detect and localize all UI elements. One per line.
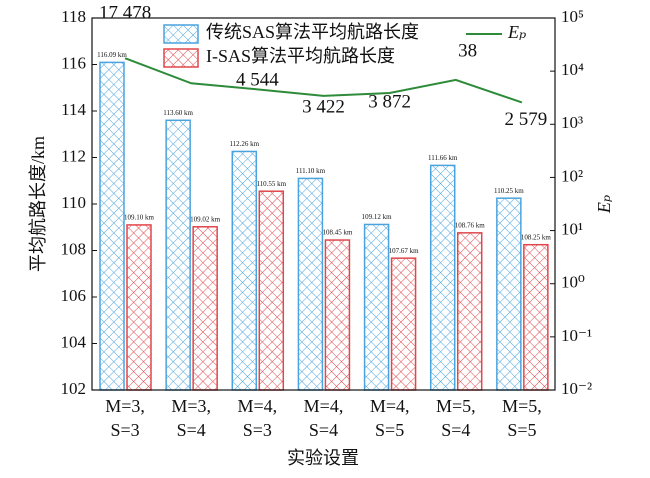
bar <box>523 243 549 391</box>
x-tick-label: S=4 <box>177 420 206 440</box>
bar-value-label: 116.09 km <box>97 51 127 59</box>
bar-value-label: 110.55 km <box>256 180 286 188</box>
bar <box>456 232 483 391</box>
x-tick-label: M=3, <box>171 396 211 416</box>
bar <box>429 164 456 391</box>
bar <box>192 226 218 391</box>
line-value-label: 2 579 <box>505 109 548 130</box>
line <box>124 57 523 104</box>
y-tick-label: 116 <box>61 53 86 72</box>
bar-value-label: 109.10 km <box>124 214 155 222</box>
y-tick-label: 102 <box>61 379 87 398</box>
x-tick-label: M=4, <box>238 396 278 416</box>
line-value-label: 3 872 <box>368 91 411 112</box>
bar-value-label: 109.12 km <box>362 213 393 221</box>
line-value-label: 17 478 <box>99 3 151 24</box>
x-tick-label: S=4 <box>441 420 470 440</box>
y-axis-label: 平均航路长度/km <box>28 136 48 272</box>
x-axis-label: 实验设置 <box>287 448 359 468</box>
x-tick-label: S=4 <box>309 420 338 440</box>
y2-tick-label: 10⁵ <box>561 7 584 26</box>
plot-frame <box>91 17 556 391</box>
bar-value-label: 108.45 km <box>322 229 353 237</box>
bar-value-label: 108.25 km <box>521 233 552 241</box>
bar <box>126 224 152 391</box>
bar <box>165 119 191 391</box>
y2-tick-label: 10⁻¹ <box>561 326 592 345</box>
bar <box>258 190 285 391</box>
y-tick-label: 110 <box>61 193 86 212</box>
y2-tick-label: 10¹ <box>561 219 583 238</box>
x-tick-label: M=5, <box>502 396 542 416</box>
bar-value-label: 111.10 km <box>296 167 326 175</box>
bar <box>324 239 351 391</box>
bar-value-label: 113.60 km <box>163 109 193 117</box>
y-tick-label: 118 <box>61 7 86 26</box>
line-value-label: 3 422 <box>302 96 345 117</box>
x-tick-label: S=5 <box>375 420 404 440</box>
bar-value-label: 108.76 km <box>455 221 486 229</box>
bar-value-label: 109.02 km <box>190 215 221 223</box>
x-tick-label: M=3, <box>105 396 145 416</box>
x-tick-label: S=3 <box>110 420 139 440</box>
bar <box>297 177 324 391</box>
y-tick-label: 104 <box>61 332 87 351</box>
y-tick-label: 106 <box>61 286 87 305</box>
x-tick-label: S=5 <box>507 420 536 440</box>
line-value-label: 4 544 <box>236 70 279 91</box>
bar <box>496 197 522 391</box>
bar <box>231 150 258 391</box>
bar <box>363 223 390 391</box>
bar <box>99 61 125 391</box>
y2-tick-label: 10⁰ <box>561 273 585 292</box>
legend-label: 传统SAS算法平均航路长度 <box>206 22 419 42</box>
bar-value-label: 110.25 km <box>494 187 524 195</box>
legend-swatch <box>163 24 199 44</box>
bar-value-label: 111.66 km <box>428 154 458 162</box>
x-tick-label: M=4, <box>304 396 344 416</box>
y2-tick-label: 10³ <box>561 113 583 132</box>
x-tick-label: M=4, <box>370 396 410 416</box>
legend-label: I-SAS算法平均航路长度 <box>206 46 395 66</box>
x-tick-label: M=5, <box>436 396 476 416</box>
y-tick-label: 114 <box>61 100 86 119</box>
legend-box <box>158 21 458 69</box>
y2-tick-label: 10⁴ <box>561 60 584 79</box>
x-tick-label: S=3 <box>243 420 272 440</box>
y-tick-label: 108 <box>61 239 87 258</box>
y2-tick-label: 10⁻² <box>561 379 592 398</box>
legend-swatch <box>163 48 199 68</box>
bar-value-label: 107.67 km <box>389 247 420 255</box>
legend-label: Eₚ <box>507 22 526 42</box>
y2-axis-label: Eₚ <box>594 195 614 214</box>
bar <box>390 257 417 391</box>
bar-value-label: 112.26 km <box>229 140 259 148</box>
y-tick-label: 112 <box>61 146 86 165</box>
y2-tick-label: 10² <box>561 166 583 185</box>
